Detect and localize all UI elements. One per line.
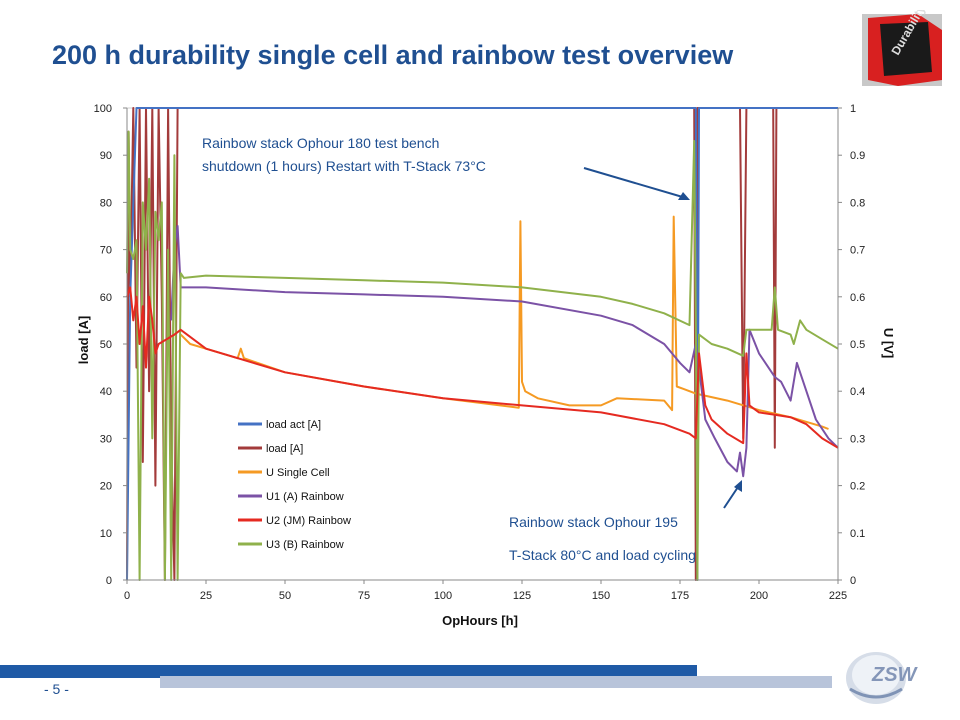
y-left-tick-label: 90 — [100, 150, 112, 162]
y-left-tick-label: 0 — [106, 575, 112, 587]
legend: load act [A] load [A] U Single Cell U1 (A) … — [232, 410, 372, 560]
annotation-1-line-1: Rainbow stack Ophour 180 test bench — [202, 135, 439, 151]
y-left-tick-label: 80 — [100, 197, 112, 209]
x-tick-label: 100 — [434, 590, 452, 602]
legend-entry: U1 (A) Rainbow — [266, 491, 344, 503]
y-left-tick-label: 50 — [100, 339, 112, 351]
legend-entry: U2 (JM) Rainbow — [266, 515, 351, 527]
y-left-tick-label: 70 — [100, 245, 112, 257]
annotation-1: Rainbow stack Ophour 180 test bench shut… — [202, 135, 690, 200]
series-layer — [126, 107, 839, 581]
zsw-text: ZSW — [871, 664, 919, 686]
x-tick-label: 50 — [279, 590, 291, 602]
y-left-tick-label: 40 — [100, 386, 112, 398]
x-tick-label: 175 — [671, 590, 689, 602]
annotation-1-line-2: shutdown (1 hours) Restart with T-Stack … — [202, 158, 486, 174]
y-axis-left-label: load [A] — [76, 316, 91, 364]
axes-layer: 0 25 50 75 100 125 150 175 200 225010203040506070… — [94, 103, 866, 602]
y-right-tick-label: 1 — [850, 103, 856, 115]
footer-bar-light — [160, 676, 832, 688]
series-line-load-a — [126, 107, 838, 581]
series-line-u3-b-rainbow — [126, 130, 839, 581]
y-left-tick-label: 100 — [94, 103, 112, 115]
y-right-tick-label: 0.2 — [850, 481, 865, 493]
y-right-tick-label: 0.6 — [850, 292, 865, 304]
y-left-tick-label: 30 — [100, 433, 112, 445]
x-tick-label: 0 — [124, 590, 130, 602]
y-right-tick-label: 0.5 — [850, 339, 865, 351]
legend-entry: U Single Cell — [266, 467, 330, 479]
x-tick-label: 200 — [750, 590, 768, 602]
series-line-load-act-a — [126, 107, 838, 581]
legend-box — [232, 410, 372, 560]
x-tick-label: 225 — [829, 590, 847, 602]
legend-entry: load act [A] — [266, 419, 321, 431]
y-left-tick-label: 10 — [100, 528, 112, 540]
x-tick-label: 150 — [592, 590, 610, 602]
y-right-tick-label: 0.4 — [850, 386, 865, 398]
annotation-1-arrow — [583, 167, 687, 199]
y-left-tick-label: 60 — [100, 292, 112, 304]
series-line-u1-a-rainbow — [170, 225, 839, 478]
page-number: - 5 - — [44, 681, 69, 697]
x-tick-label: 125 — [513, 590, 531, 602]
series-line-u-single-cell — [179, 215, 829, 430]
x-axis-label: OpHours [h] — [442, 613, 518, 628]
y-right-tick-label: 0 — [850, 575, 856, 587]
y-right-tick-label: 0.3 — [850, 433, 865, 445]
y-right-tick-label: 0.9 — [850, 150, 865, 162]
y-axis-right-label: U [V] — [881, 328, 896, 358]
zsw-logo: ZSW — [846, 652, 919, 704]
series-line-u2-jm-rainbow — [126, 286, 839, 449]
x-tick-label: 25 — [200, 590, 212, 602]
x-tick-label: 75 — [358, 590, 370, 602]
y-left-tick-label: 20 — [100, 481, 112, 493]
annotation-1-arrowhead — [678, 192, 690, 200]
annotation-2-line-1: Rainbow stack Ophour 195 — [509, 514, 678, 530]
y-right-tick-label: 0.8 — [850, 197, 865, 209]
annotation-2-arrowhead — [734, 480, 742, 492]
annotation-2: Rainbow stack Ophour 195 T-Stack 80°C an… — [509, 480, 742, 563]
legend-entry: U3 (B) Rainbow — [266, 539, 344, 551]
annotation-2-line-2: T-Stack 80°C and load cycling — [509, 547, 696, 563]
slide-title: 200 h durability single cell and rainbow… — [52, 40, 734, 70]
durability-logo: Durability — [862, 10, 942, 86]
y-right-tick-label: 0.1 — [850, 528, 865, 540]
y-right-tick-label: 0.7 — [850, 245, 865, 257]
legend-entry: load [A] — [266, 443, 303, 455]
footer-bar-dark — [0, 665, 697, 678]
